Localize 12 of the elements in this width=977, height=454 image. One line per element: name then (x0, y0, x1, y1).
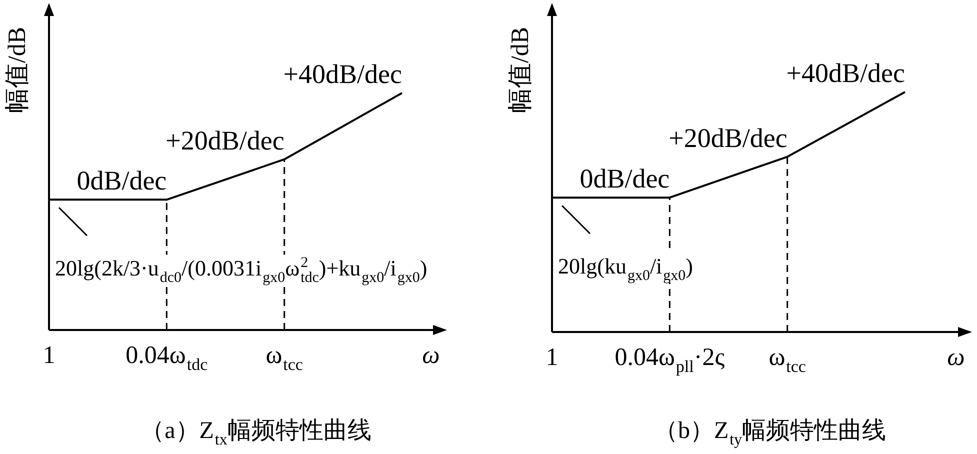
annotation: 0dB/dec (76, 166, 167, 196)
x-tick-label: 1 (42, 342, 56, 369)
annotation: 0dB/dec (580, 164, 670, 194)
y-axis-title: 幅值/dB (4, 26, 31, 114)
annotation: +20dB/dec (668, 122, 788, 153)
x-axis-title: ω (422, 342, 440, 369)
x-tick-label: 1 (546, 344, 558, 371)
y-axis-title: 幅值/dB (507, 26, 534, 114)
text: +40dB/dec (786, 58, 906, 88)
annotation: +20dB/dec (166, 125, 284, 156)
text: +40dB/dec (283, 59, 402, 89)
x-axis-title: ω (947, 344, 965, 371)
